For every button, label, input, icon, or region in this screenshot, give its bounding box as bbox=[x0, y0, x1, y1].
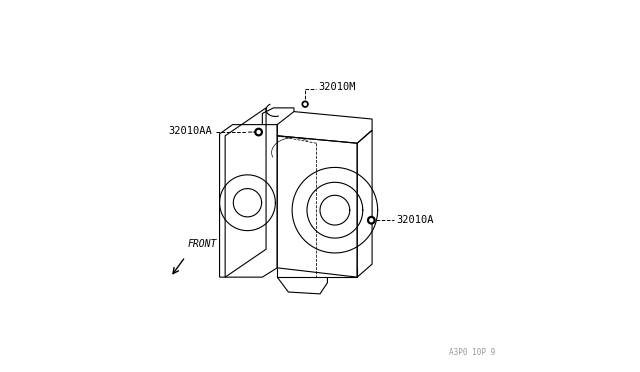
Text: 32010AA: 32010AA bbox=[168, 126, 212, 136]
Text: 32010A: 32010A bbox=[396, 215, 434, 225]
Circle shape bbox=[255, 128, 262, 136]
Circle shape bbox=[302, 101, 308, 107]
Text: A3P0 10P 9: A3P0 10P 9 bbox=[449, 348, 495, 357]
Circle shape bbox=[367, 217, 375, 224]
Circle shape bbox=[257, 131, 260, 134]
Text: FRONT: FRONT bbox=[187, 239, 216, 249]
Text: 32010M: 32010M bbox=[318, 83, 356, 92]
Circle shape bbox=[304, 103, 307, 105]
Circle shape bbox=[370, 219, 373, 222]
